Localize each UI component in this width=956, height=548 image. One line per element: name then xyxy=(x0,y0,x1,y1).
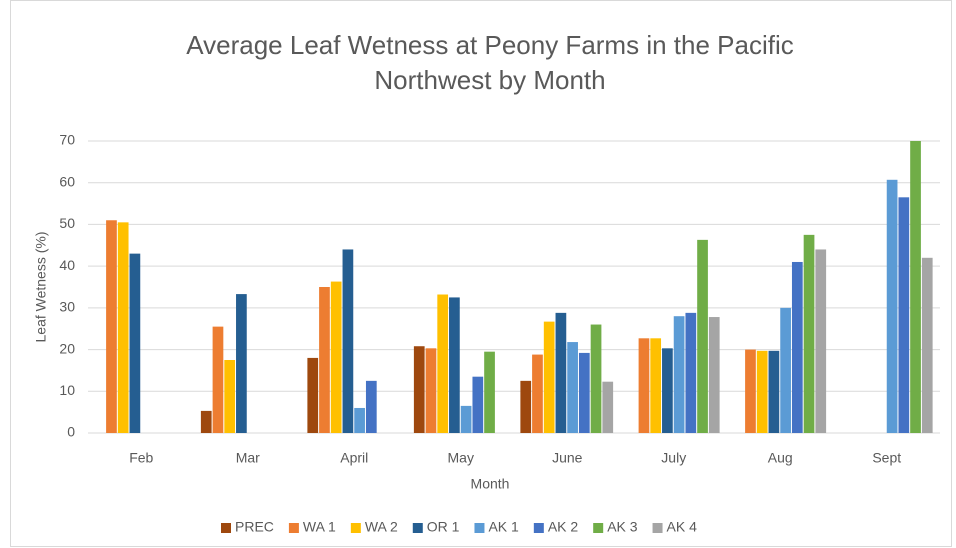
bar xyxy=(567,342,578,433)
y-tick-label: 20 xyxy=(59,340,75,356)
x-tick-label: Sept xyxy=(872,450,901,466)
legend-label: OR 1 xyxy=(427,519,460,535)
legend-swatch xyxy=(593,523,604,533)
bar xyxy=(910,141,921,433)
bar xyxy=(532,354,543,433)
x-tick-label: July xyxy=(661,450,686,466)
bar xyxy=(319,287,330,433)
bar xyxy=(590,324,602,433)
bar xyxy=(212,326,224,433)
chart-title: Northwest by Month xyxy=(374,65,605,95)
legend-label: AK 3 xyxy=(607,519,638,535)
bar xyxy=(354,407,365,433)
legend-label: AK 4 xyxy=(667,519,698,535)
bar xyxy=(815,249,827,433)
legend-label: AK 2 xyxy=(548,519,579,535)
bar xyxy=(330,281,342,433)
bar xyxy=(460,405,472,433)
legend-swatch xyxy=(533,523,544,533)
legend-label: WA 2 xyxy=(365,519,398,535)
bar xyxy=(886,179,898,433)
bar xyxy=(791,261,803,433)
legend-label: WA 1 xyxy=(303,519,336,535)
bar xyxy=(745,349,756,433)
y-tick-label: 0 xyxy=(67,424,75,440)
bar xyxy=(780,307,791,433)
bar xyxy=(236,294,247,433)
bar xyxy=(520,380,532,433)
bar xyxy=(425,348,437,433)
y-tick-label: 50 xyxy=(59,215,75,231)
y-tick-label: 60 xyxy=(59,173,75,189)
legend-swatch xyxy=(652,523,663,533)
bar xyxy=(756,350,768,433)
y-axis-title: Leaf Wetness (%) xyxy=(33,231,49,342)
legend-swatch xyxy=(412,523,423,533)
x-axis-title: Month xyxy=(471,476,510,492)
x-tick-label: Aug xyxy=(768,450,793,466)
bar xyxy=(708,317,720,433)
x-tick-label: Feb xyxy=(129,450,153,466)
y-tick-label: 30 xyxy=(59,299,75,315)
bar xyxy=(484,351,495,433)
bar xyxy=(413,346,425,433)
legend-label: PREC xyxy=(235,519,274,535)
x-tick-label: May xyxy=(448,450,474,466)
chart-title: Average Leaf Wetness at Peony Farms in t… xyxy=(186,30,793,60)
bar xyxy=(921,257,933,433)
bar xyxy=(768,350,780,433)
legend-swatch xyxy=(221,523,231,533)
y-tick-label: 10 xyxy=(59,382,75,398)
bar xyxy=(472,376,484,433)
bar xyxy=(662,348,673,433)
bar xyxy=(898,197,910,433)
y-tick-label: 40 xyxy=(59,257,75,273)
bar xyxy=(685,312,697,433)
legend-swatch xyxy=(350,523,361,533)
bar xyxy=(106,220,117,433)
bar xyxy=(638,338,650,433)
legend-swatch xyxy=(474,523,485,533)
legend-swatch xyxy=(288,523,299,533)
bar xyxy=(578,352,590,433)
bar xyxy=(673,316,685,433)
bar xyxy=(650,338,662,433)
bar xyxy=(129,253,141,433)
bar xyxy=(555,312,567,433)
bar xyxy=(224,360,236,433)
y-tick-label: 70 xyxy=(59,132,75,148)
bar xyxy=(342,249,354,433)
x-tick-label: June xyxy=(552,450,583,466)
bar xyxy=(803,234,815,433)
bar xyxy=(307,357,319,433)
bar xyxy=(200,410,212,433)
bar xyxy=(697,239,708,433)
bar xyxy=(365,380,377,433)
legend-label: AK 1 xyxy=(488,519,519,535)
x-tick-label: Mar xyxy=(236,450,260,466)
bar xyxy=(117,222,129,433)
bar xyxy=(602,381,614,433)
x-tick-label: April xyxy=(340,450,368,466)
bar xyxy=(437,294,449,433)
bar xyxy=(449,297,460,433)
bar xyxy=(543,321,555,433)
